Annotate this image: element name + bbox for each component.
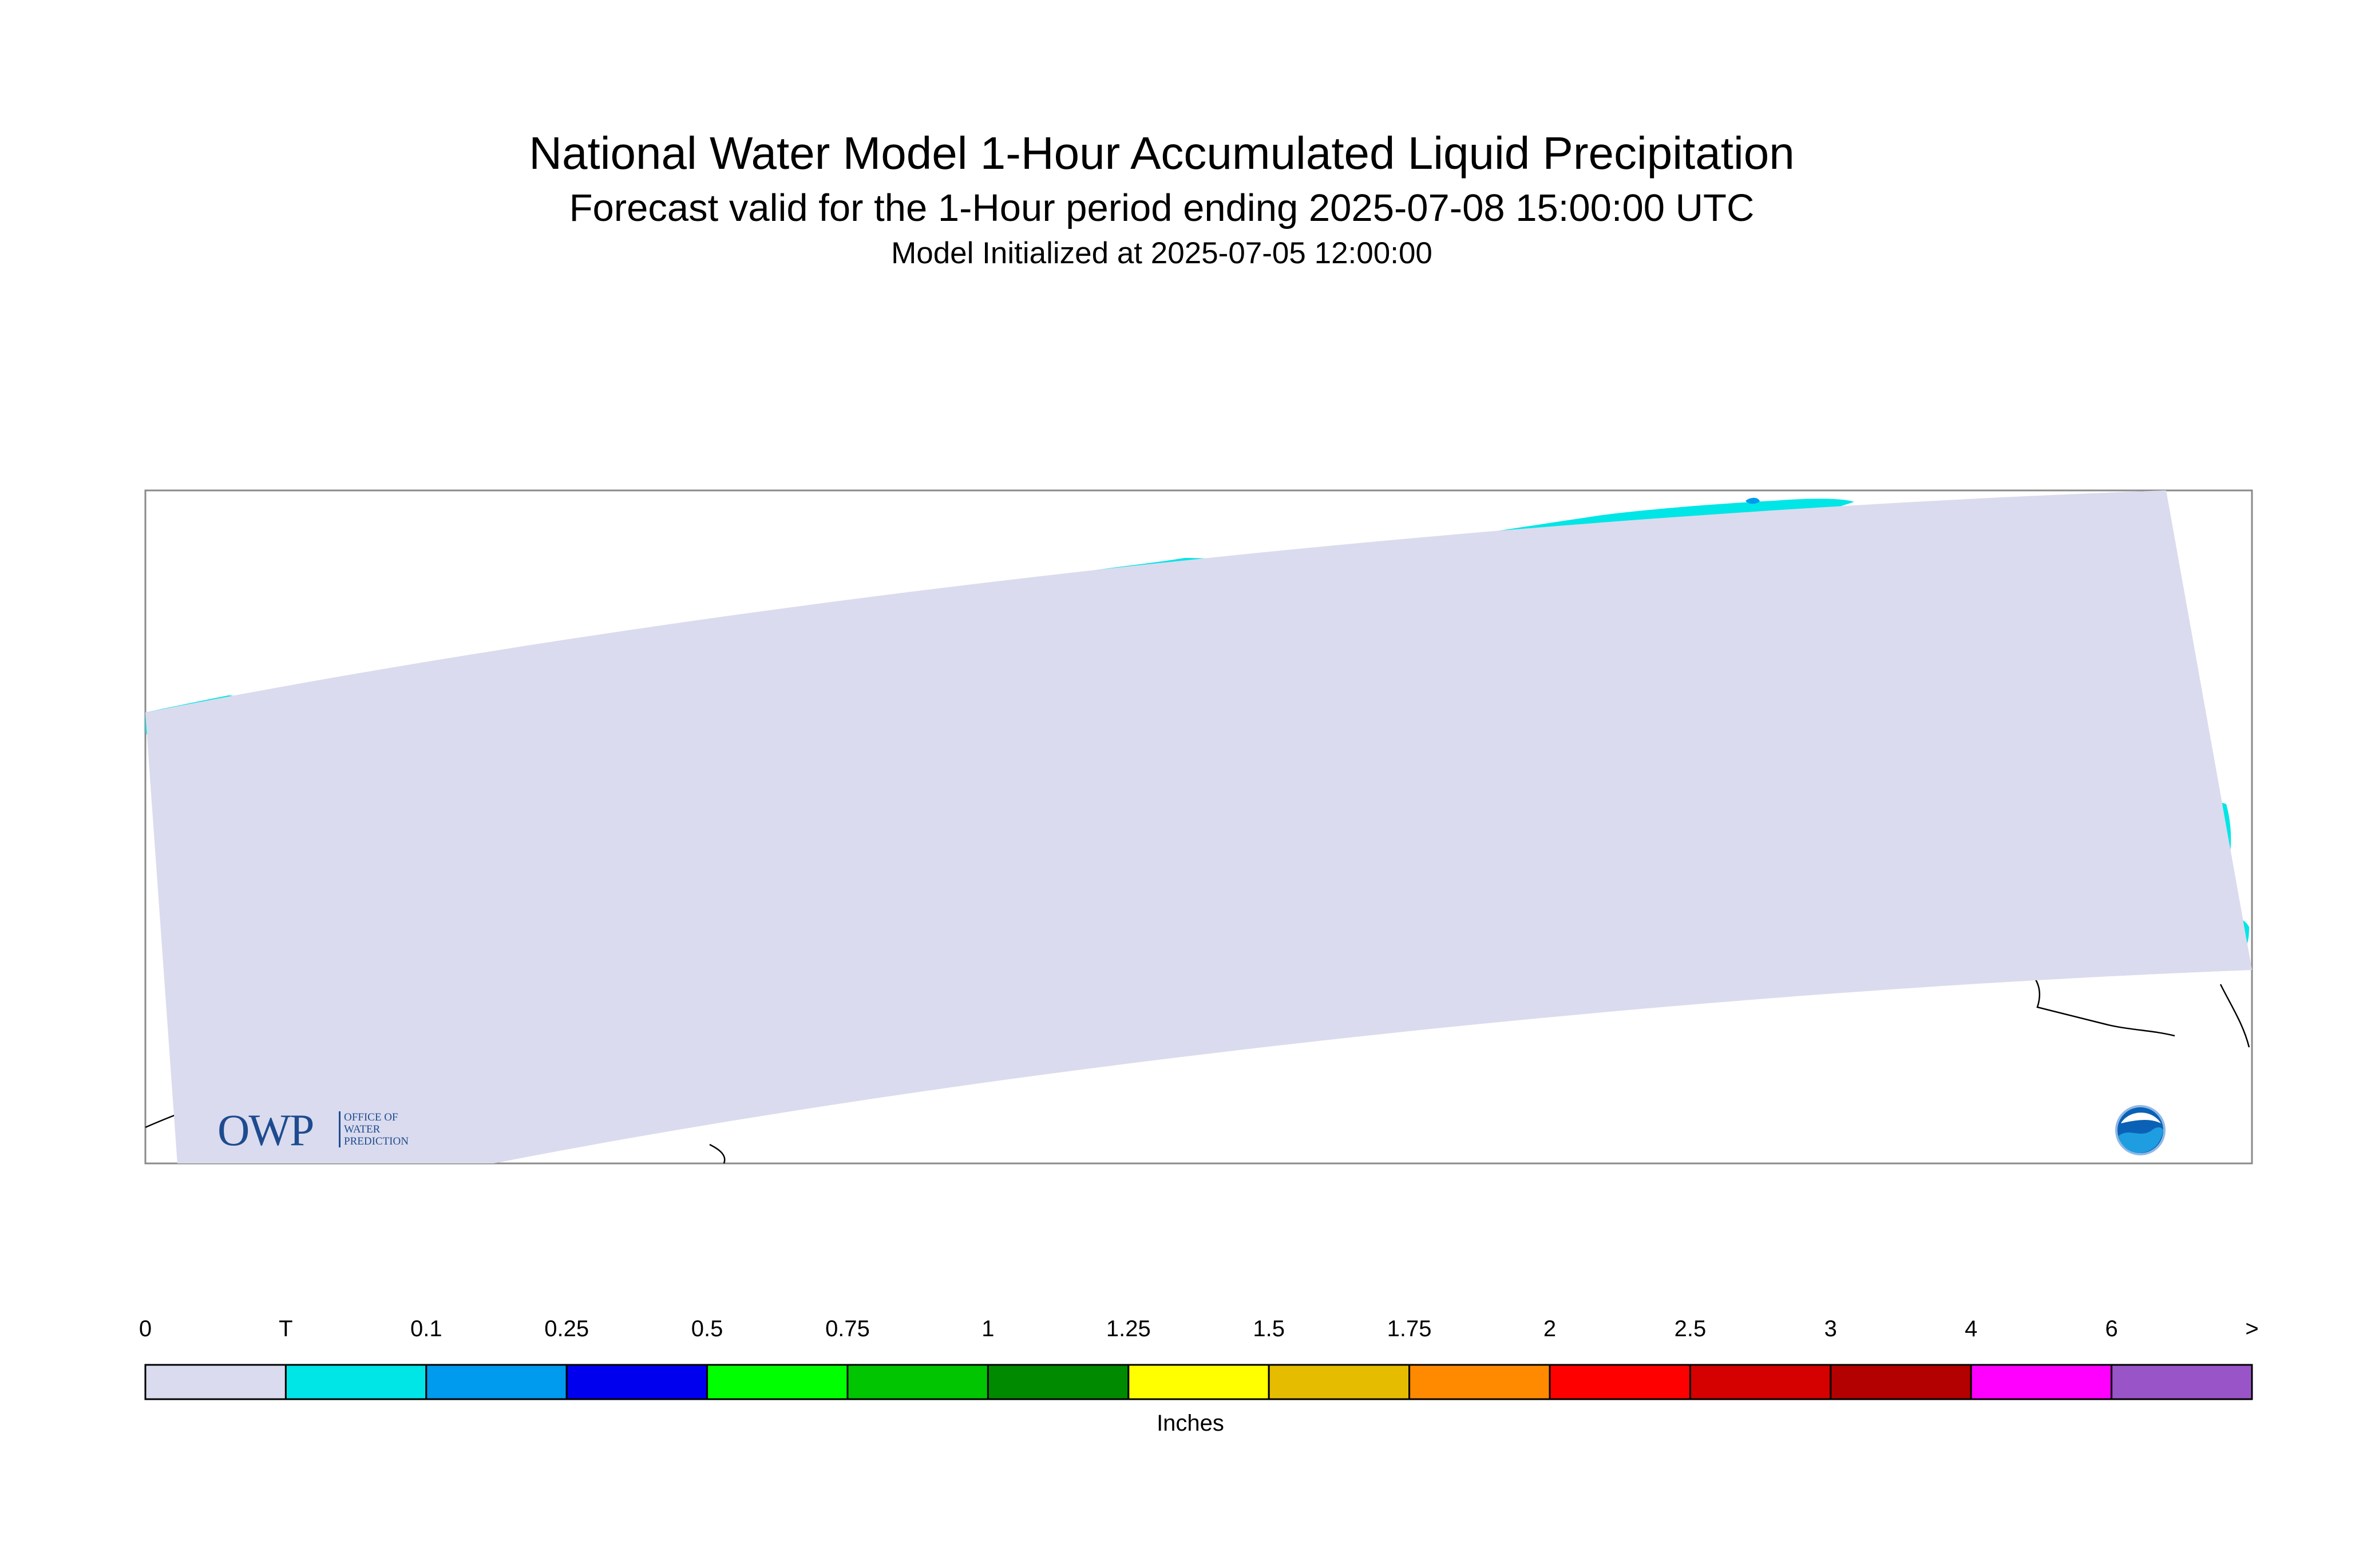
colorbar-segment-11: [1689, 1364, 1832, 1400]
colorbar-segment-9: [1408, 1364, 1551, 1400]
colorbar-segment-14: [2111, 1364, 2253, 1400]
chart-title: National Water Model 1-Hour Accumulated …: [529, 128, 1795, 179]
colorbar-segment-6: [987, 1364, 1130, 1400]
colorbar-tick-label: 0.5: [691, 1316, 723, 1341]
colorbar-tick-label: 1.25: [1106, 1316, 1151, 1341]
owp-logo-icon: OWP OFFICE OF WATER PREDICTION: [217, 1104, 435, 1156]
colorbar-tick-label: 0.75: [825, 1316, 870, 1341]
colorbar-segment-0: [144, 1364, 287, 1400]
colorbar-tick-label: 2.5: [1674, 1316, 1707, 1341]
colorbar-tick-label: T: [279, 1316, 293, 1341]
colorbar-segment-12: [1830, 1364, 1972, 1400]
model-init-text: Model Initialized at 2025-07-05 12:00:00: [891, 236, 1432, 270]
colorbar: [144, 1364, 2253, 1400]
colorbar-segment-13: [1970, 1364, 2113, 1400]
colorbar-tick-label: 1.5: [1253, 1316, 1285, 1341]
chart-subtitle: Forecast valid for the 1-Hour period end…: [569, 187, 1755, 229]
colorbar-segment-4: [706, 1364, 849, 1400]
colorbar-tick-label: 0.1: [410, 1316, 442, 1341]
colorbar-tick-label: 1.75: [1387, 1316, 1432, 1341]
colorbar-segment-1: [284, 1364, 428, 1400]
owp-logo-text: OWP: [217, 1105, 314, 1155]
colorbar-segment-5: [846, 1364, 989, 1400]
colorbar-tick-label: >: [2245, 1316, 2259, 1341]
owp-logo-subtext: OFFICE OF WATER PREDICTION: [339, 1111, 409, 1147]
noaa-logo-icon: [2115, 1105, 2166, 1155]
colorbar-segment-3: [565, 1364, 708, 1400]
colorbar-tick-label: 4: [1965, 1316, 1978, 1341]
colorbar-segment-8: [1268, 1364, 1411, 1400]
owp-line-1: OFFICE OF: [344, 1111, 398, 1123]
colorbar-tick-label: 0.25: [544, 1316, 589, 1341]
colorbar-tick-label: 1: [981, 1316, 995, 1341]
colorbar-segment-7: [1127, 1364, 1270, 1400]
owp-line-2: WATER: [344, 1123, 381, 1135]
colorbar-tick-label: 0: [138, 1316, 152, 1341]
colorbar-tick-label: 2: [1543, 1316, 1557, 1341]
colorbar-segment-2: [425, 1364, 568, 1400]
colorbar-tick-label: 6: [2105, 1316, 2118, 1341]
colorbar-tick-label: 3: [1824, 1316, 1837, 1341]
owp-line-3: PREDICTION: [344, 1135, 409, 1147]
colorbar-segment-10: [1549, 1364, 1691, 1400]
colorbar-unit-label: Inches: [1157, 1411, 1224, 1436]
